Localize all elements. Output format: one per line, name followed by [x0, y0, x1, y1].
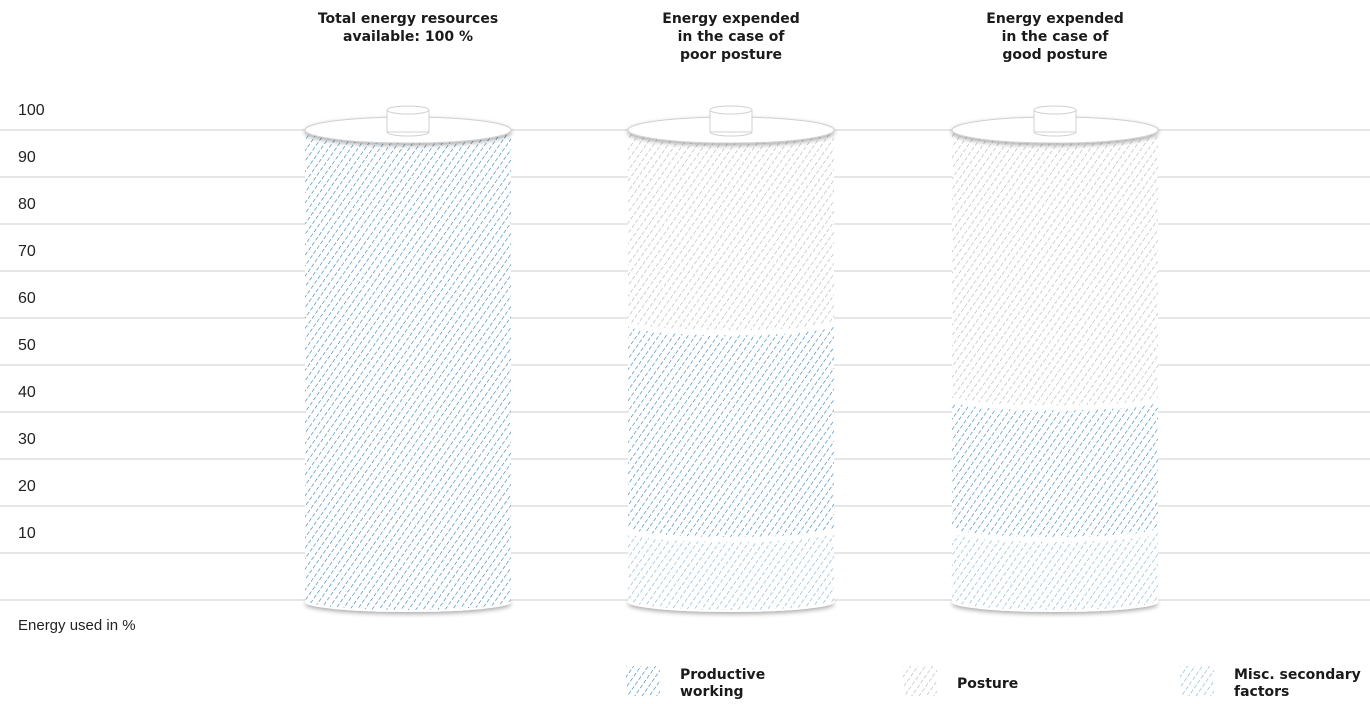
segment-posture-3	[952, 130, 1158, 408]
y-tick-label-40: 40	[18, 384, 36, 401]
y-tick-label-10: 10	[18, 525, 36, 542]
battery-terminal-top	[1033, 105, 1077, 115]
battery-1	[304, 105, 512, 612]
segment-productive-working-3	[952, 399, 1158, 540]
segment-gap	[625, 321, 837, 336]
battery-terminal-top	[386, 105, 430, 115]
segment-productive-working-2	[628, 324, 834, 540]
legend-label-posture: Posture	[957, 675, 1019, 692]
battery-3	[949, 105, 1161, 612]
y-tick-label-100: 100	[18, 102, 45, 119]
battery-terminal-rim	[1033, 131, 1077, 137]
segment-posture-2	[628, 130, 834, 333]
legend-swatch-productive-working	[626, 666, 660, 696]
legend-swatch-misc-secondary-factors	[1180, 666, 1214, 696]
column-title-2: Energy expended in the case of poor post…	[662, 11, 800, 63]
segment-productive-working-1	[305, 130, 511, 610]
battery-2	[625, 105, 837, 612]
legend-swatch-posture	[903, 666, 937, 696]
y-tick-label-80: 80	[18, 196, 36, 213]
y-tick-label-70: 70	[18, 243, 36, 260]
y-tick-label-30: 30	[18, 431, 36, 448]
y-tick-label-90: 90	[18, 149, 36, 166]
segment-gap	[625, 528, 837, 542]
battery-terminal-top	[709, 105, 753, 115]
legend-label-misc-secondary-factors: Misc. secondary factors	[1234, 667, 1361, 700]
battery-bars	[304, 105, 1161, 612]
legend-label-productive-working: Productive working	[680, 667, 766, 700]
y-tick-label-50: 50	[18, 337, 36, 354]
segment-misc-secondary-factors-3	[952, 531, 1158, 610]
battery-terminal-rim	[386, 131, 430, 137]
y-tick-label-60: 60	[18, 290, 36, 307]
battery-terminal-rim	[709, 131, 753, 137]
segment-gap	[949, 396, 1161, 411]
segment-gap	[949, 528, 1161, 542]
segment-misc-secondary-factors-2	[628, 531, 834, 610]
column-title-1: Total energy resources available: 100 %	[317, 11, 499, 45]
y-axis-label: Energy used in %	[18, 617, 136, 634]
y-tick-label-20: 20	[18, 478, 36, 495]
column-title-3: Energy expended in the case of good post…	[986, 11, 1124, 63]
